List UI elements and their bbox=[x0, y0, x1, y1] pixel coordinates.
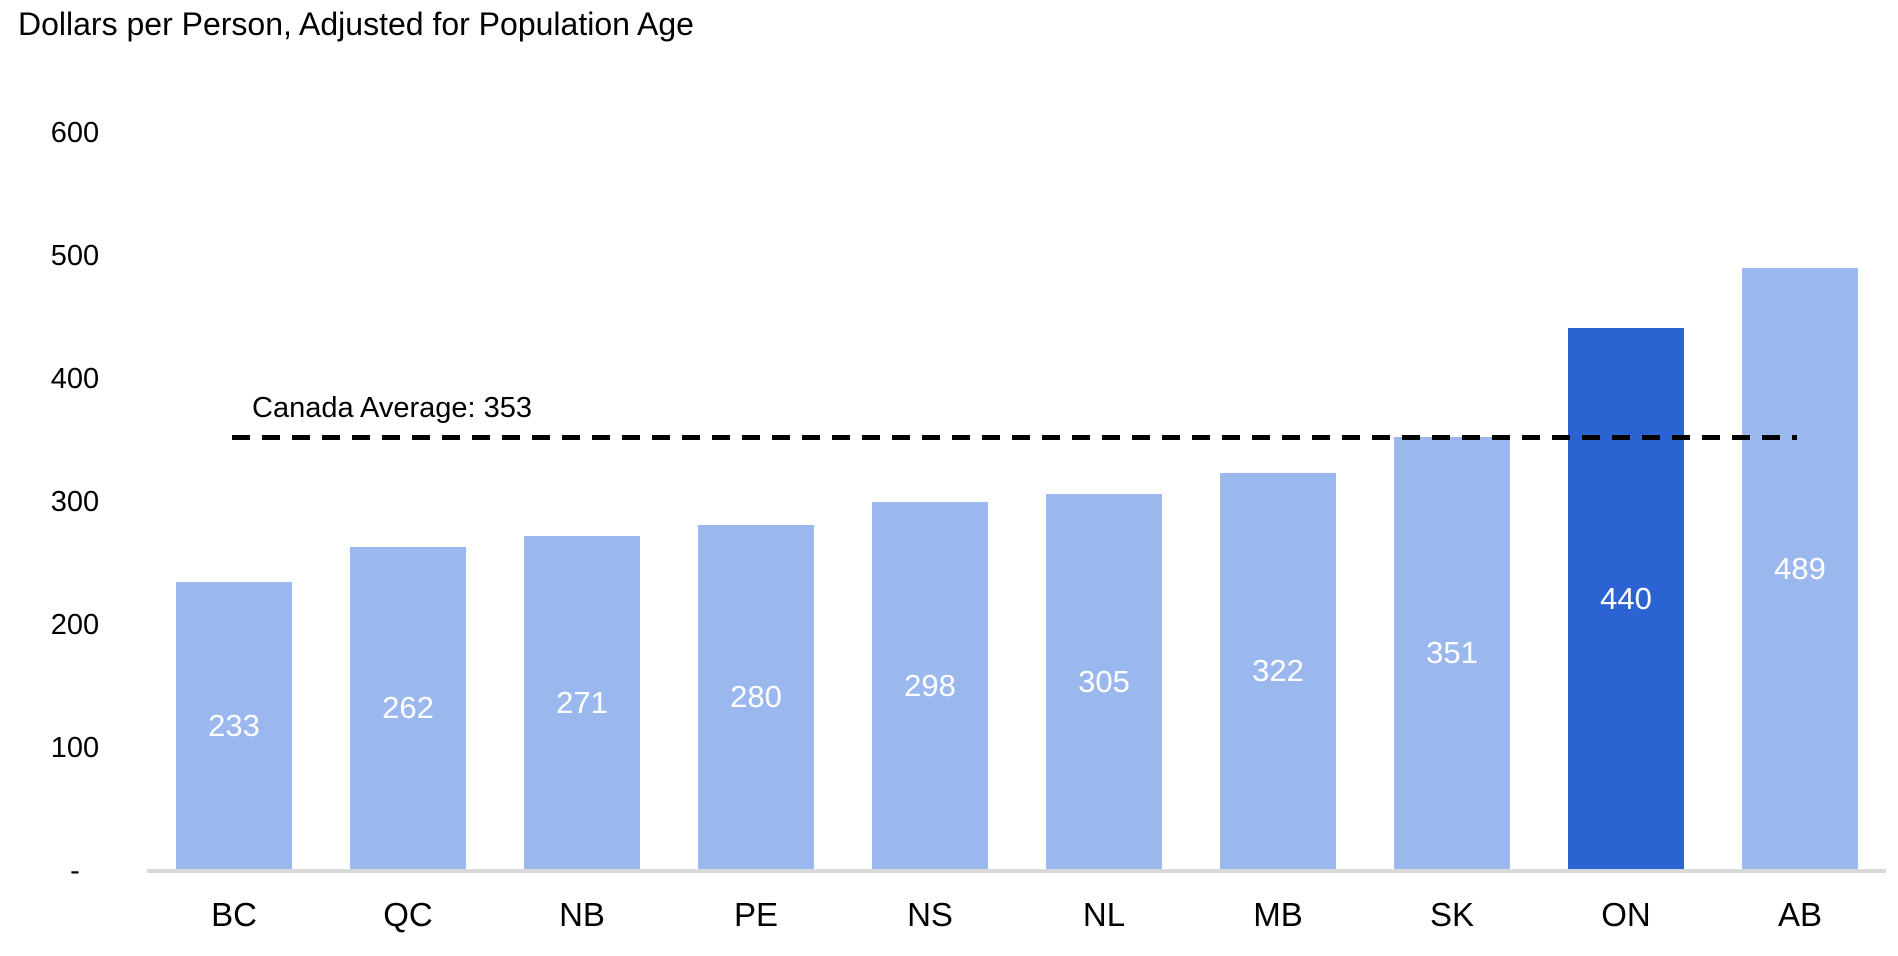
y-tick-label: 400 bbox=[50, 363, 100, 395]
x-axis-baseline bbox=[147, 869, 1886, 873]
bar-value-label: 262 bbox=[382, 690, 434, 725]
bar-value-label: 280 bbox=[730, 679, 782, 714]
x-label-ns: NS bbox=[907, 896, 953, 933]
bar-value-label: 351 bbox=[1426, 635, 1478, 670]
x-label-qc: QC bbox=[383, 896, 433, 933]
y-tick-label: - bbox=[70, 855, 80, 887]
bar-value-label: 489 bbox=[1774, 550, 1826, 586]
bar-ab: 489 bbox=[1742, 268, 1858, 869]
bar-sk: 351 bbox=[1394, 437, 1510, 869]
bar-value-label: 271 bbox=[556, 684, 608, 720]
x-label-ab: AB bbox=[1777, 896, 1823, 933]
bar-on: 440 bbox=[1568, 328, 1684, 869]
chart-title: Dollars per Person, Adjusted for Populat… bbox=[18, 6, 694, 42]
bar-value-label: 233 bbox=[208, 707, 260, 743]
y-tick-label: 200 bbox=[50, 609, 100, 641]
y-tick-label: 100 bbox=[50, 732, 100, 764]
x-label-sk: SK bbox=[1429, 896, 1475, 933]
y-tick-label: 500 bbox=[50, 240, 100, 272]
bar-nl: 305 bbox=[1046, 494, 1162, 869]
x-label-pe: PE bbox=[733, 896, 779, 933]
bar-value-label: 305 bbox=[1078, 663, 1130, 699]
average-dashed-line bbox=[232, 434, 1797, 440]
average-line-label: Canada Average: 353 bbox=[252, 392, 533, 424]
bar-value-label: 298 bbox=[904, 667, 956, 703]
bar-nb: 271 bbox=[524, 536, 640, 869]
bar-value-label: 322 bbox=[1252, 653, 1304, 688]
bar-mb: 322 bbox=[1220, 473, 1336, 869]
x-label-bc: BC bbox=[211, 896, 257, 933]
x-label-mb: MB bbox=[1253, 896, 1303, 933]
x-label-on: ON bbox=[1601, 896, 1651, 933]
y-tick-label: 600 bbox=[50, 117, 100, 149]
x-label-nl: NL bbox=[1082, 896, 1126, 933]
bar-value-label: 440 bbox=[1600, 580, 1652, 616]
y-tick-label: 300 bbox=[50, 486, 100, 518]
bar-pe: 280 bbox=[698, 525, 814, 869]
bar-bc: 233 bbox=[176, 582, 292, 869]
bar-ns: 298 bbox=[872, 502, 988, 869]
x-label-nb: NB bbox=[559, 896, 605, 933]
bar-qc: 262 bbox=[350, 547, 466, 869]
